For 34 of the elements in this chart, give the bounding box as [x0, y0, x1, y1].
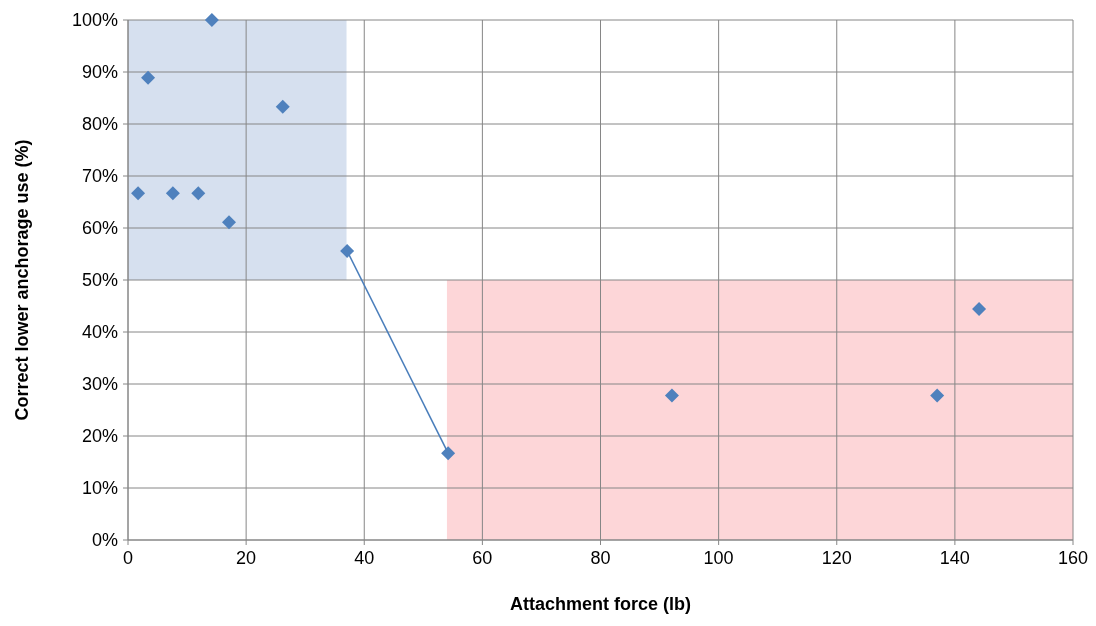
point — [191, 186, 206, 201]
point — [131, 186, 146, 201]
point — [222, 215, 236, 230]
point — [141, 70, 156, 85]
y-tick-label: 60% — [81, 218, 118, 238]
point — [664, 388, 679, 403]
point — [165, 186, 180, 201]
x-tick-label: 40 — [354, 548, 375, 568]
x-tick-label: 80 — [590, 548, 611, 568]
point — [340, 243, 355, 258]
y-tick-label: 50% — [81, 270, 118, 290]
y-tick-label: 0% — [91, 530, 118, 550]
y-tick-label: 100% — [71, 10, 118, 30]
x-axis-title: Attachment force (lb) — [509, 594, 692, 614]
y-tick-label: 10% — [81, 478, 118, 498]
y-tick-label: 70% — [81, 166, 118, 186]
x-tick-label: 100 — [703, 548, 734, 568]
point — [930, 388, 945, 403]
y-axis-title: Correct lower anchorage use (%) — [12, 139, 32, 421]
x-tick-label: 0 — [122, 548, 134, 568]
x-tick-label: 120 — [821, 548, 852, 568]
point — [275, 99, 290, 114]
y-tick-label: 30% — [81, 374, 118, 394]
point — [204, 13, 219, 27]
x-tick-label: 160 — [1057, 548, 1089, 568]
y-tick-label: 20% — [81, 426, 118, 446]
y-tick-label: 90% — [81, 62, 118, 82]
x-tick-label: 140 — [939, 548, 970, 568]
x-tick-label: 20 — [236, 548, 257, 568]
y-tick-label: 40% — [81, 322, 118, 342]
y-tick-label: 80% — [81, 114, 118, 134]
point — [972, 302, 987, 317]
x-tick-label: 60 — [472, 548, 493, 568]
point — [441, 446, 456, 461]
